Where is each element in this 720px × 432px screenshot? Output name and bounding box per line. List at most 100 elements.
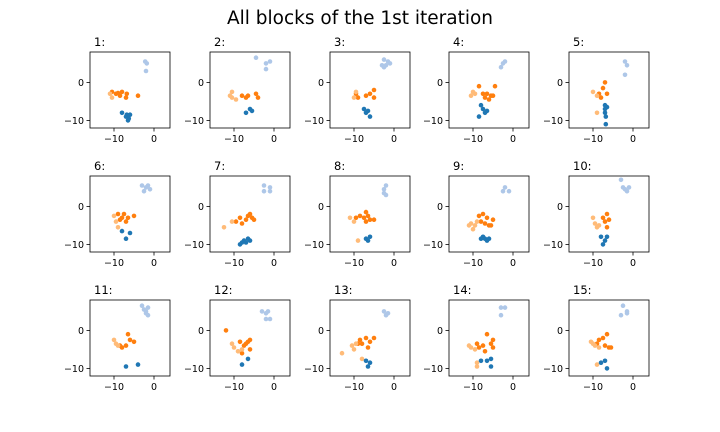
- subplot-2: 2: −10 0 0 −10: [184, 35, 291, 145]
- data-point: [255, 95, 261, 100]
- data-point: [484, 108, 490, 114]
- data-point: [478, 358, 484, 364]
- data-point: [239, 221, 245, 226]
- data-point: [267, 316, 273, 322]
- data-point: [476, 345, 482, 350]
- data-point: [247, 337, 253, 343]
- axes-frame: [329, 299, 411, 377]
- data-point: [492, 83, 498, 89]
- y-tick-label: 0: [198, 326, 204, 337]
- x-tick-label: −10: [104, 258, 124, 269]
- data-point: [490, 345, 496, 350]
- data-point: [124, 112, 130, 117]
- data-point: [488, 356, 494, 362]
- subplot-title: 10:: [573, 159, 592, 173]
- subplot-title: 6:: [94, 159, 105, 173]
- data-point: [365, 213, 371, 219]
- data-point: [239, 350, 245, 356]
- data-point: [121, 211, 127, 217]
- y-tick-label: −10: [423, 364, 443, 375]
- y-tick-label: 0: [437, 78, 443, 89]
- data-point: [488, 223, 494, 228]
- data-point: [357, 213, 363, 219]
- data-point: [355, 238, 361, 243]
- data-point: [243, 110, 249, 116]
- data-point: [111, 337, 117, 343]
- data-point: [251, 217, 257, 222]
- data-point: [482, 221, 488, 226]
- data-point: [229, 95, 235, 100]
- data-point: [361, 106, 367, 112]
- data-point: [383, 192, 389, 198]
- data-point: [383, 183, 389, 188]
- subplot-title: 1:: [94, 35, 105, 49]
- axes-frame: [568, 175, 650, 253]
- subplot-11: 11: −10 0 0 −10: [64, 283, 171, 393]
- data-point: [602, 110, 608, 116]
- data-point: [604, 366, 610, 371]
- subplot-title: 15:: [573, 283, 592, 297]
- data-point: [371, 335, 377, 341]
- data-point: [468, 345, 474, 350]
- data-point: [488, 364, 494, 369]
- data-point: [117, 93, 123, 98]
- data-point: [365, 364, 371, 369]
- x-tick-label: 0: [391, 258, 397, 269]
- data-point: [233, 219, 239, 224]
- data-point: [237, 339, 243, 345]
- data-point: [604, 211, 610, 217]
- data-point: [221, 225, 227, 230]
- subplot-title: 3:: [334, 35, 345, 49]
- subplot-grid: 1: −10 0 0 −10 2: −10 0 0 −10 3: −10 0 0 −10 4: −10 0 0 −10…: [64, 35, 650, 393]
- x-tick-label: 0: [271, 382, 277, 393]
- data-point: [488, 341, 494, 347]
- data-point: [367, 114, 373, 119]
- data-point: [243, 217, 249, 222]
- data-point: [602, 80, 608, 85]
- x-tick-label: 0: [510, 382, 516, 393]
- subplot-14: 14: −10 0 0 −10: [423, 283, 530, 393]
- data-point: [502, 305, 508, 310]
- data-point: [602, 358, 608, 364]
- data-point: [594, 110, 600, 116]
- data-point: [606, 217, 612, 222]
- data-point: [498, 312, 504, 318]
- data-point: [590, 89, 596, 95]
- y-tick-label: −10: [64, 116, 84, 127]
- data-point: [115, 343, 121, 348]
- data-point: [478, 102, 484, 108]
- subplot-3: 3: −10 0 0 −10: [304, 35, 411, 145]
- data-point: [119, 89, 125, 95]
- subplot-6: 6: −10 0 0 −10: [64, 159, 171, 269]
- data-point: [367, 217, 373, 222]
- data-point: [476, 114, 482, 119]
- axes-frame: [209, 51, 291, 129]
- data-point: [359, 341, 365, 347]
- data-point: [126, 116, 132, 121]
- subplot-8: 8: −10 0 0 −10: [304, 159, 411, 269]
- data-point: [482, 349, 488, 354]
- data-point: [351, 219, 357, 224]
- data-point: [498, 305, 504, 310]
- x-tick-label: −10: [463, 258, 483, 269]
- data-point: [353, 215, 359, 221]
- y-tick-label: 0: [557, 202, 563, 213]
- data-point: [125, 215, 131, 221]
- data-point: [484, 215, 490, 221]
- axes-frame: [89, 175, 171, 253]
- data-point: [245, 93, 251, 98]
- data-point: [498, 64, 504, 70]
- data-point: [247, 211, 253, 217]
- data-point: [115, 225, 121, 230]
- data-point: [626, 185, 632, 190]
- data-point: [135, 362, 141, 367]
- data-point: [381, 57, 387, 62]
- data-point: [490, 337, 496, 343]
- subplot-title: 7:: [214, 159, 225, 173]
- data-point: [602, 343, 608, 348]
- data-point: [594, 225, 600, 230]
- x-tick-label: −10: [224, 134, 244, 145]
- data-point: [363, 209, 369, 215]
- data-point: [347, 215, 353, 221]
- data-point: [359, 356, 365, 362]
